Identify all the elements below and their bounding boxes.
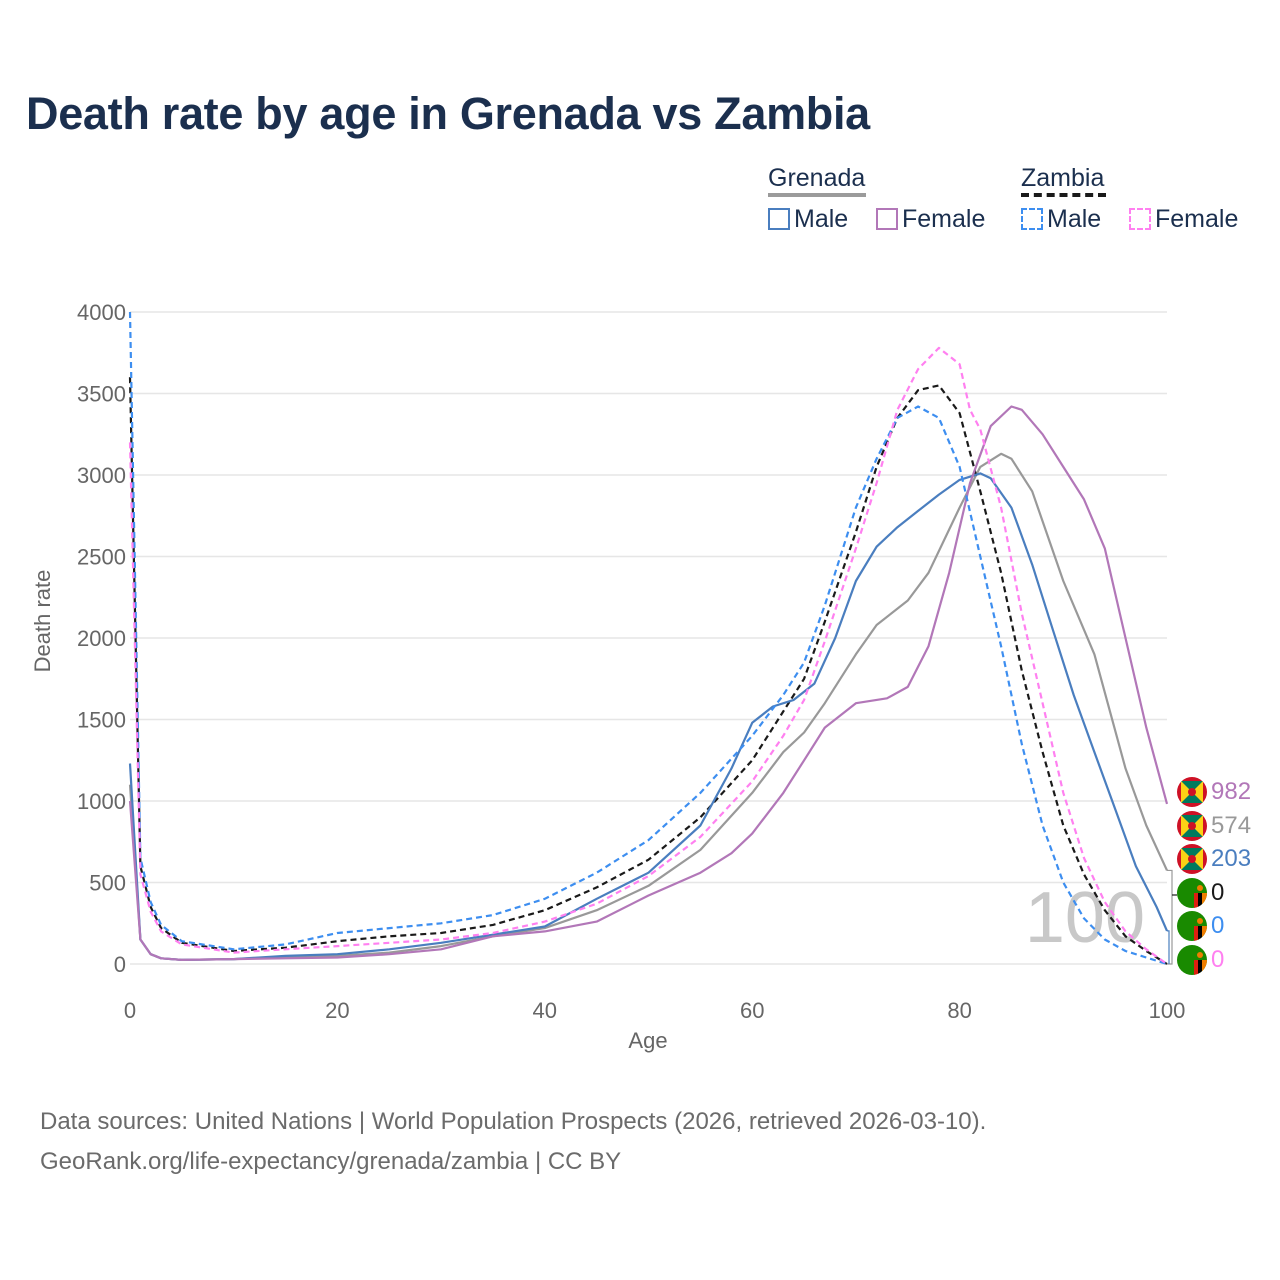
legend-country-zambia: Zambia (1021, 164, 1105, 192)
y-tick-label: 2000 (77, 626, 126, 651)
end-label-value: 0 (1211, 946, 1225, 973)
grenada-flag-icon (1177, 844, 1207, 875)
end-label-value: 0 (1211, 912, 1225, 940)
y-tick-label: 4000 (77, 300, 126, 325)
footer-attribution: GeoRank.org/life-expectancy/grenada/zamb… (40, 1148, 622, 1175)
grenada-flag-icon (1177, 810, 1207, 841)
legend-group-grenada: Grenada (768, 164, 865, 193)
chart-title: Death rate by age in Grenada vs Zambia (26, 88, 870, 139)
series-line-zambia-female[interactable] (128, 346, 1168, 965)
y-tick-label: 500 (89, 871, 126, 896)
legend-swatch-zambia-female (1129, 208, 1151, 230)
zambia-flag-icon (1177, 911, 1207, 942)
zambia-flag-icon (1177, 877, 1207, 908)
legend-item-zambia-female[interactable]: Female (1129, 205, 1238, 234)
x-tick-label: 20 (325, 998, 349, 1023)
y-tick-label: 3500 (77, 382, 126, 407)
y-tick-label: 1000 (77, 789, 126, 814)
legend-underline-zambia (1021, 193, 1106, 197)
y-tick-label: 3000 (77, 463, 126, 488)
connector-grenada-male (1167, 930, 1170, 964)
legend-item-zambia-male[interactable]: Male (1021, 205, 1101, 234)
grid (130, 311, 1167, 965)
end-label-value: 574 (1211, 811, 1252, 839)
y-tick-label: 1500 (77, 708, 126, 733)
legend-label-grenada-male: Male (794, 205, 849, 233)
x-tick-label: 40 (533, 998, 557, 1023)
footer-sources: Data sources: United Nations | World Pop… (40, 1108, 987, 1135)
x-tick-label: 100 (1149, 998, 1186, 1023)
y-axis-label: Death rate (30, 570, 55, 673)
legend-item-grenada-male[interactable]: Male (768, 205, 848, 234)
legend-underline-grenada (768, 193, 866, 197)
axes: 0 500 1000 1500 2000 2500 3000 3500 4000 0 20 40 60 8… (77, 300, 1185, 1023)
legend-country-grenada: Grenada (768, 164, 866, 192)
zambia-flag-icon (1177, 945, 1207, 975)
legend-label-zambia-male: Male (1047, 205, 1102, 233)
legend-label-grenada-female: Female (902, 205, 986, 233)
legend-group-zambia: Zambia (1021, 164, 1104, 193)
series-line-grenada-female[interactable] (128, 405, 1169, 961)
grenada-flag-icon (1177, 777, 1207, 807)
series-line-grenada-both-sexes[interactable] (128, 452, 1168, 961)
end-label-value: 982 (1211, 778, 1252, 805)
x-axis-label: Age (628, 1028, 667, 1053)
y-tick-label: 2500 (77, 545, 126, 570)
series-lines (128, 311, 1169, 966)
end-label-connectors (1167, 869, 1177, 965)
legend-label-zambia-female: Female (1155, 205, 1239, 233)
legend-swatch-zambia-male (1021, 208, 1043, 230)
y-tick-label: 0 (114, 952, 126, 977)
series-line-grenada-male[interactable] (128, 472, 1169, 961)
x-tick-label: 60 (740, 998, 764, 1023)
series-line-zambia-both-sexes[interactable] (128, 377, 1168, 965)
legend-item-grenada-female[interactable]: Female (876, 205, 985, 234)
end-label-value: 203 (1211, 845, 1252, 873)
end-label-value: 0 (1211, 878, 1225, 906)
series-line-zambia-male[interactable] (128, 311, 1168, 966)
legend-swatch-grenada-female (876, 208, 898, 230)
legend-swatch-grenada-male (768, 208, 790, 230)
x-tick-label: 80 (947, 998, 971, 1023)
x-tick-label: 0 (124, 998, 136, 1023)
